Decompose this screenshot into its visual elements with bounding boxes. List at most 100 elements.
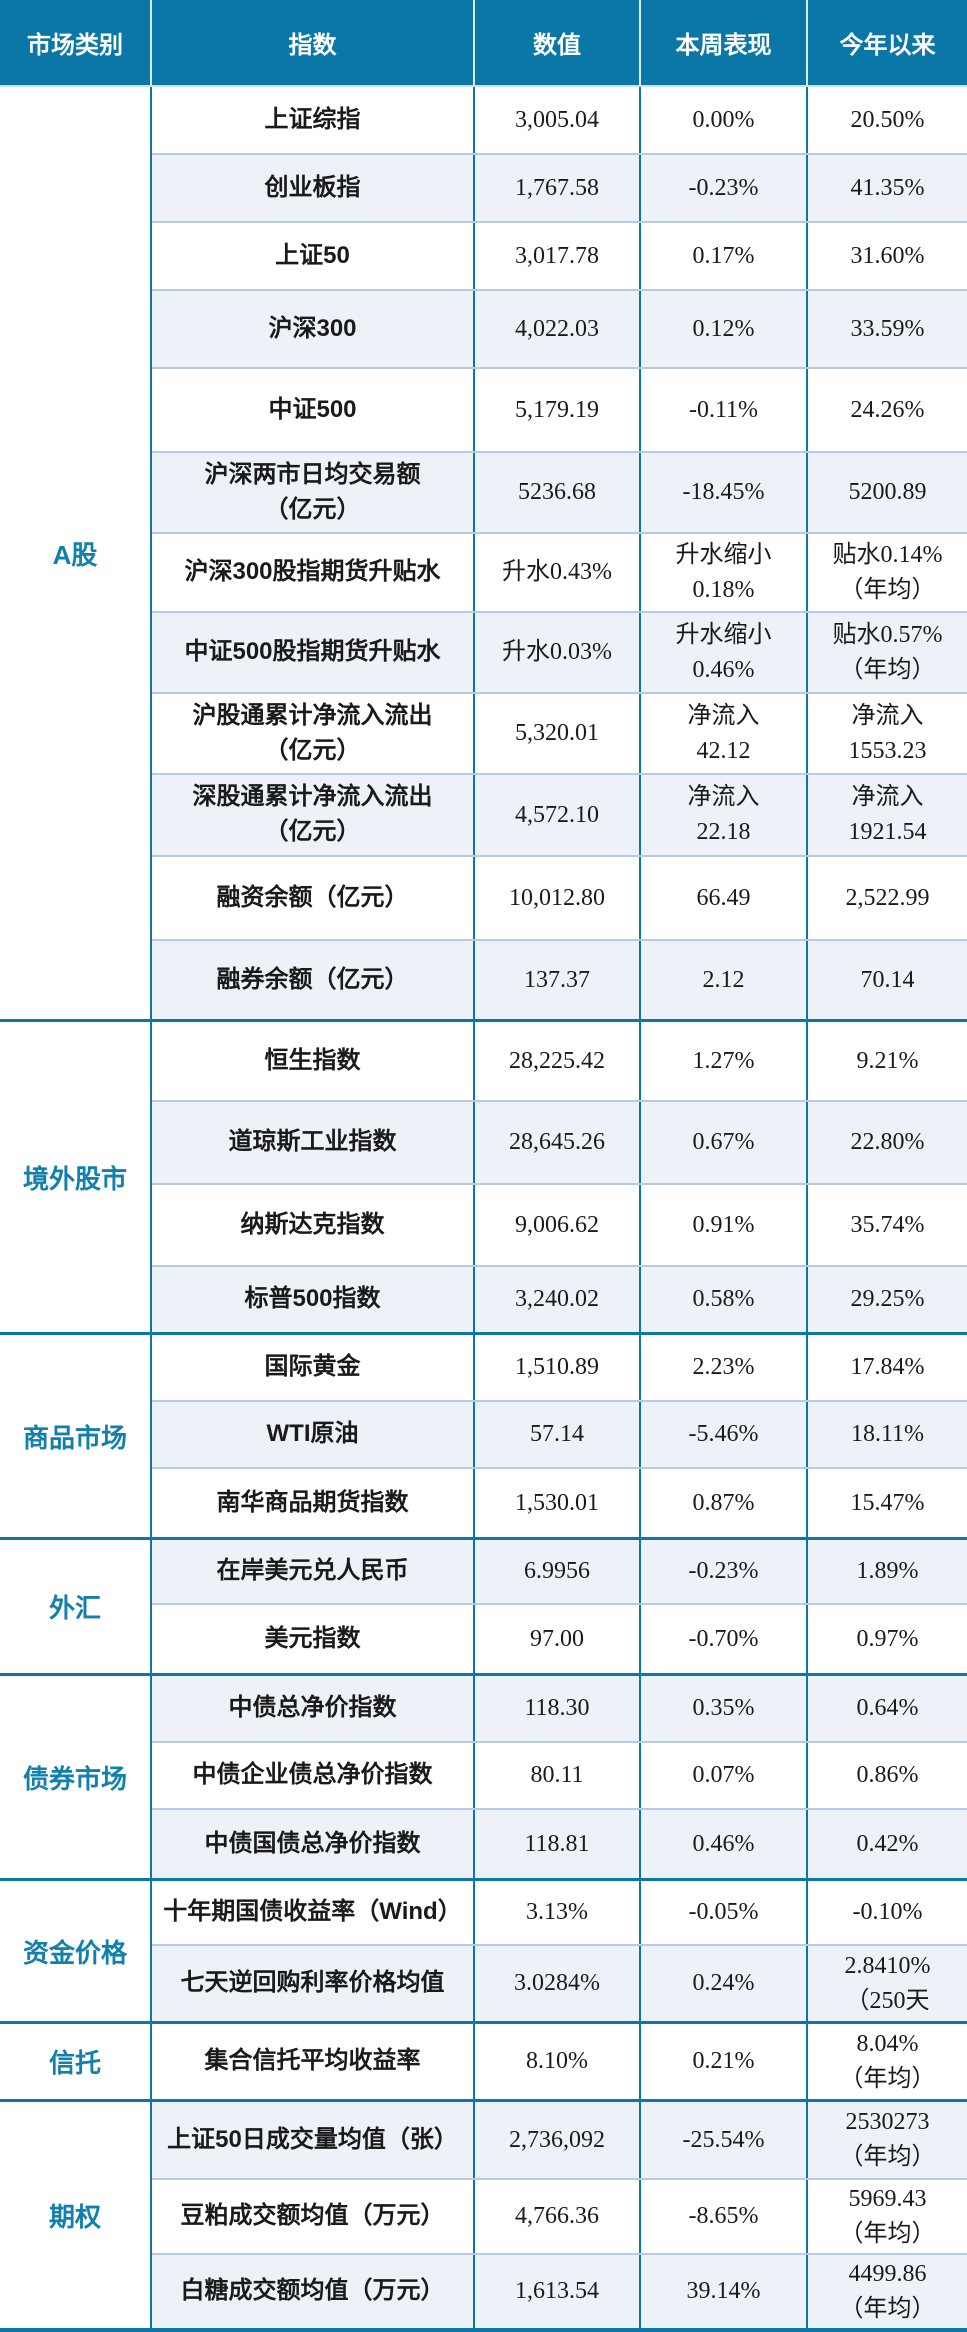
index-cell: 白糖成交额均值（万元） — [152, 2255, 475, 2328]
week-cell: 0.67% — [641, 1102, 808, 1183]
ytd-cell: 净流入 1553.23 — [848, 702, 927, 764]
week-cell: 0.87% — [641, 1469, 808, 1537]
week-cell: 0.21% — [641, 2024, 808, 2099]
index-cell: 中债总净价指数 — [152, 1676, 475, 1741]
table-row: 上证50日成交量均值（张） 2,736,092 -25.54% 2530273 （年均… — [152, 2102, 967, 2180]
table-row: 沪股通累计净流入流出 （亿元） 5,320.01 净流入 42.12 净流入 1553… — [152, 694, 967, 775]
week-cell: -0.23% — [641, 155, 808, 221]
market-section: 债券市场 中债总净价指数 118.30 0.35% 0.64% 中债企业债总净价指数 80.… — [0, 1673, 967, 1878]
value-cell: 1,530.01 — [475, 1469, 641, 1537]
value-cell: 5236.68 — [475, 453, 641, 532]
index-cell: 深股通累计净流入流出 （亿元） — [152, 775, 475, 855]
table-body: A股 上证综指 3,005.04 0.00% 20.50% 创业板指 1,767.58 -0.… — [0, 85, 967, 2328]
value-cell: 升水0.43% — [475, 534, 641, 611]
index-cell: 沪深300 — [152, 291, 475, 367]
value-cell: 1,510.89 — [475, 1335, 641, 1400]
category-label: 信托 — [0, 2024, 152, 2099]
week-cell: -8.65% — [641, 2180, 808, 2253]
index-cell: 豆粕成交额均值（万元） — [152, 2180, 475, 2253]
ytd-cell: 24.26% — [850, 396, 925, 423]
ytd-cell: 5969.43 （年均） — [839, 2185, 936, 2247]
value-cell: 4,572.10 — [475, 775, 641, 855]
section-rows: 中债总净价指数 118.30 0.35% 0.64% 中债企业债总净价指数 80.11 0.… — [152, 1676, 967, 1878]
table-row: 中证500 5,179.19 -0.11% 24.26% — [152, 369, 967, 453]
section-rows: 集合信托平均收益率 8.10% 0.21% 8.04% （年均） — [152, 2024, 967, 2099]
table-row: 中证500股指期货升贴水 升水0.03% 升水缩小 0.46% 贴水0.57% （年均… — [152, 613, 967, 694]
index-cell: 上证综指 — [152, 87, 475, 153]
value-cell: 28,645.26 — [475, 1102, 641, 1183]
section-rows: 上证50日成交量均值（张） 2,736,092 -25.54% 2530273 （年均… — [152, 2102, 967, 2328]
index-cell: 道琼斯工业指数 — [152, 1102, 475, 1183]
ytd-cell: 贴水0.14% （年均） — [832, 541, 943, 603]
ytd-cell: 18.11% — [850, 1421, 925, 1448]
table-row: 国际黄金 1,510.89 2.23% 17.84% — [152, 1335, 967, 1402]
market-section: 资金价格 十年期国债收益率（Wind） 3.13% -0.05% -0.10% 七天逆回购… — [0, 1878, 967, 2021]
table-row: 豆粕成交额均值（万元） 4,766.36 -8.65% 5969.43 （年均） — [152, 2180, 967, 2255]
index-cell: 沪深300股指期货升贴水 — [152, 534, 475, 611]
table-row: 七天逆回购利率价格均值 3.0284% 0.24% 2.8410% （250天 — [152, 1946, 967, 2021]
table-row: 沪深两市日均交易额 （亿元） 5236.68 -18.45% 5200.89 — [152, 453, 967, 534]
week-cell: 2.12 — [641, 941, 808, 1019]
week-cell: 0.58% — [641, 1267, 808, 1332]
table-row: 融资余额（亿元） 10,012.80 66.49 2,522.99 — [152, 857, 967, 941]
value-cell: 80.11 — [475, 1743, 641, 1808]
week-cell: 0.35% — [641, 1676, 808, 1741]
table-row: 道琼斯工业指数 28,645.26 0.67% 22.80% — [152, 1102, 967, 1185]
market-section: 信托 集合信托平均收益率 8.10% 0.21% 8.04% （年均） — [0, 2021, 967, 2099]
ytd-cell: 0.86% — [856, 1762, 919, 1789]
category-label: 资金价格 — [0, 1881, 152, 2021]
ytd-cell: 8.04% （年均） — [839, 2030, 936, 2092]
ytd-cell: 41.35% — [850, 174, 925, 201]
category-label: 期权 — [0, 2102, 152, 2328]
week-cell: 0.00% — [641, 87, 808, 153]
table-row: 深股通累计净流入流出 （亿元） 4,572.10 净流入 22.18 净流入 1921… — [152, 775, 967, 857]
value-cell: 1,613.54 — [475, 2255, 641, 2328]
category-label: 境外股市 — [0, 1022, 152, 1332]
index-cell: 中债企业债总净价指数 — [152, 1743, 475, 1808]
ytd-cell: 2530273 （年均） — [839, 2109, 936, 2170]
value-cell: 5,320.01 — [475, 694, 641, 773]
index-cell: 上证50 — [152, 223, 475, 289]
index-cell: 在岸美元兑人民币 — [152, 1540, 475, 1603]
section-rows: 国际黄金 1,510.89 2.23% 17.84% WTI原油 57.14 -5.46% 1… — [152, 1335, 967, 1537]
table-row: 白糖成交额均值（万元） 1,613.54 39.14% 4499.86 （年均） — [152, 2255, 967, 2328]
week-cell: 0.91% — [641, 1185, 808, 1265]
value-cell: 2,736,092 — [475, 2102, 641, 2178]
week-cell: -5.46% — [641, 1402, 808, 1467]
week-cell: 升水缩小 0.18% — [641, 534, 808, 611]
week-cell: 升水缩小 0.46% — [641, 613, 808, 692]
table-row: WTI原油 57.14 -5.46% 18.11% — [152, 1402, 967, 1469]
value-cell: 1,767.58 — [475, 155, 641, 221]
value-cell: 6.9956 — [475, 1540, 641, 1603]
header-cell-index: 指数 — [152, 0, 475, 85]
ytd-cell: 9.21% — [856, 1047, 919, 1074]
index-cell: 恒生指数 — [152, 1022, 475, 1100]
week-cell: -0.11% — [641, 369, 808, 451]
index-cell: 融券余额（亿元） — [152, 941, 475, 1019]
ytd-cell: 1.89% — [856, 1558, 919, 1585]
header-cell-week: 本周表现 — [641, 0, 808, 85]
ytd-cell: 0.97% — [856, 1625, 919, 1652]
index-cell: 创业板指 — [152, 155, 475, 221]
index-cell: 上证50日成交量均值（张） — [152, 2102, 475, 2178]
index-cell: 美元指数 — [152, 1605, 475, 1673]
index-cell: 国际黄金 — [152, 1335, 475, 1400]
week-cell: 0.17% — [641, 223, 808, 289]
index-cell: WTI原油 — [152, 1402, 475, 1467]
ytd-cell: 20.50% — [850, 106, 925, 133]
ytd-cell: 15.47% — [850, 1489, 925, 1516]
table-row: 南华商品期货指数 1,530.01 0.87% 15.47% — [152, 1469, 967, 1537]
table-row: 在岸美元兑人民币 6.9956 -0.23% 1.89% — [152, 1540, 967, 1605]
index-cell: 南华商品期货指数 — [152, 1469, 475, 1537]
ytd-cell: 17.84% — [850, 1354, 925, 1381]
week-cell: -18.45% — [641, 453, 808, 532]
market-section: 境外股市 恒生指数 28,225.42 1.27% 9.21% 道琼斯工业指数 28,645… — [0, 1019, 967, 1332]
table-row: 标普500指数 3,240.02 0.58% 29.25% — [152, 1267, 967, 1332]
index-cell: 融资余额（亿元） — [152, 857, 475, 939]
section-rows: 十年期国债收益率（Wind） 3.13% -0.05% -0.10% 七天逆回购利率价格… — [152, 1881, 967, 2021]
table-row: 沪深300股指期货升贴水 升水0.43% 升水缩小 0.18% 贴水0.14% （年均… — [152, 534, 967, 613]
week-cell: 66.49 — [641, 857, 808, 939]
ytd-cell: 70.14 — [860, 966, 915, 993]
index-cell: 中证500 — [152, 369, 475, 451]
